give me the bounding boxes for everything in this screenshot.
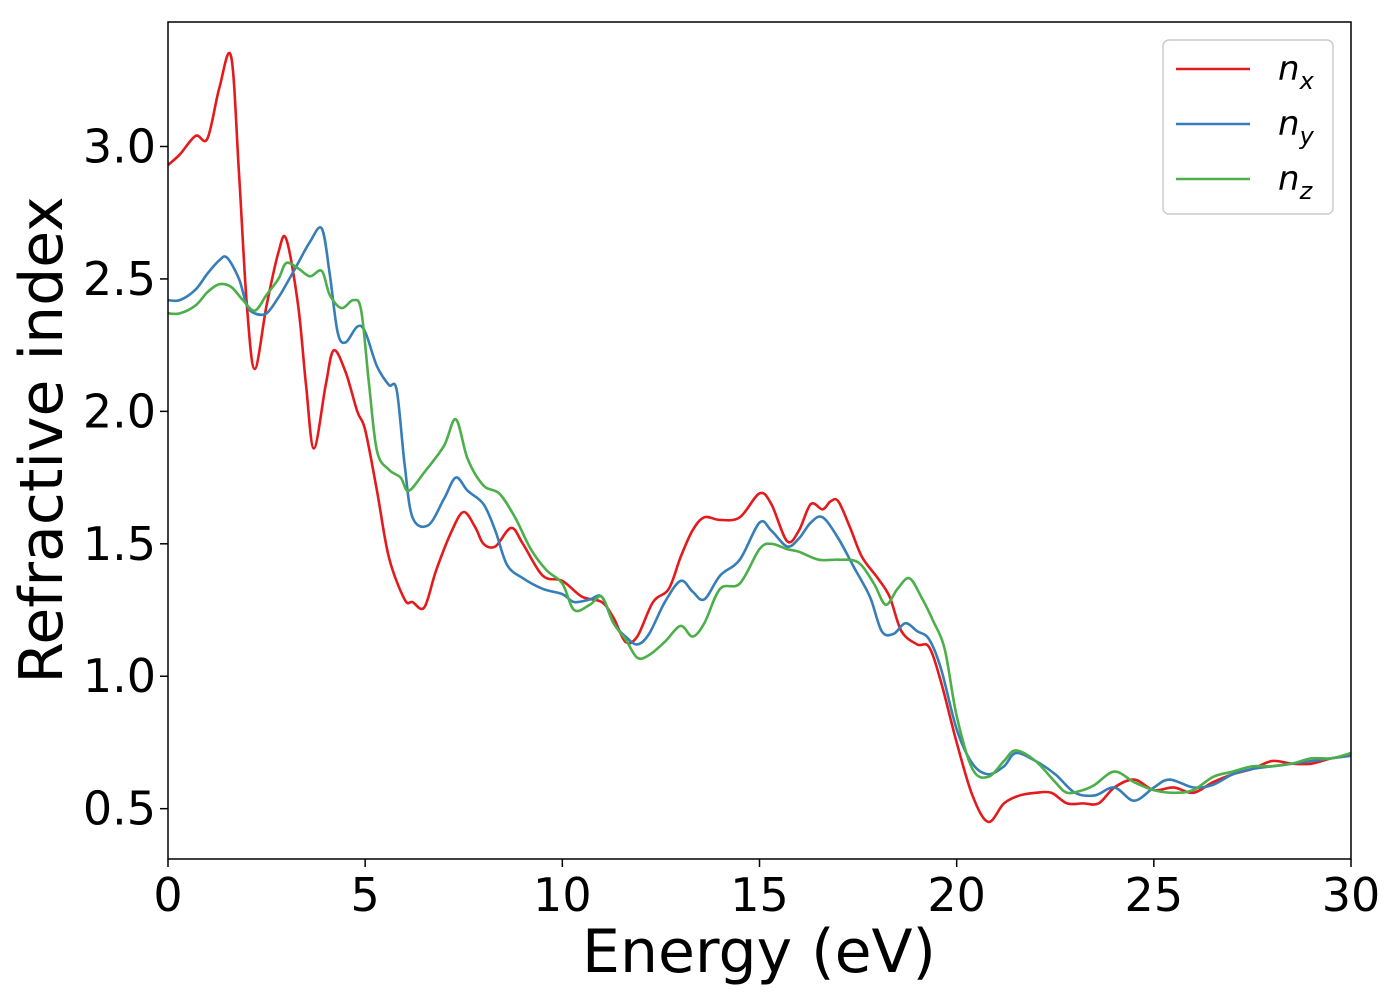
x-axis-title: Energy (eV) xyxy=(582,917,936,987)
y-axis-title: Refractive index xyxy=(7,196,77,683)
y-axis: 0.5 1.0 1.5 2.0 2.5 3.0 xyxy=(83,119,168,836)
y-tick-label: 2.0 xyxy=(83,384,156,438)
x-tick-label: 5 xyxy=(351,868,380,922)
legend-frame xyxy=(1162,39,1334,215)
legend-label-nx: nx xyxy=(1278,49,1315,95)
y-tick-label: 0.5 xyxy=(83,782,156,836)
series-line-nz xyxy=(168,261,1351,795)
series-line-nx xyxy=(168,51,1351,824)
x-axis: 0 5 10 15 20 25 30 xyxy=(153,859,1380,922)
x-tick-label: 10 xyxy=(533,868,592,922)
legend-label-ny: ny xyxy=(1278,104,1315,150)
x-tick-label: 0 xyxy=(153,868,182,922)
x-tick-label: 25 xyxy=(1125,868,1184,922)
x-tick-label: 20 xyxy=(927,868,986,922)
y-tick-label: 2.5 xyxy=(83,252,156,306)
x-tick-label: 15 xyxy=(730,868,789,922)
y-tick-label: 1.0 xyxy=(83,649,156,703)
y-tick-label: 1.5 xyxy=(83,517,156,571)
legend-label-nz: nz xyxy=(1278,159,1314,205)
y-tick-label: 3.0 xyxy=(83,119,156,173)
legend: nx ny nz xyxy=(1162,39,1334,215)
series-line-ny xyxy=(168,226,1351,803)
x-tick-label: 30 xyxy=(1322,868,1381,922)
series-layer xyxy=(168,51,1351,824)
